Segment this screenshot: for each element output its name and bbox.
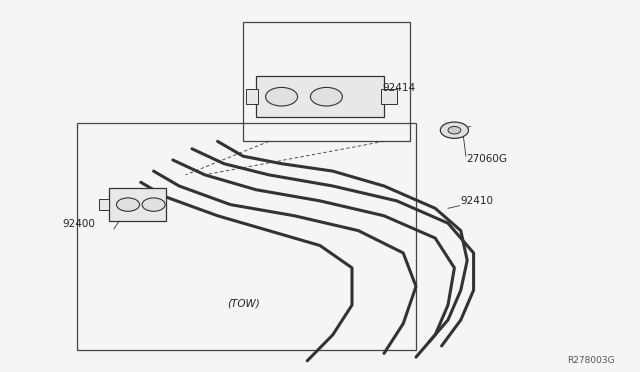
Text: 92400: 92400 bbox=[63, 219, 95, 229]
Bar bbox=[99, 199, 109, 210]
Text: 27060G: 27060G bbox=[466, 154, 507, 164]
Circle shape bbox=[266, 87, 298, 106]
Text: R278003G: R278003G bbox=[567, 356, 614, 365]
Bar bbox=[77, 123, 416, 350]
Text: (TOW): (TOW) bbox=[227, 299, 260, 309]
Circle shape bbox=[116, 198, 140, 211]
Bar bbox=[381, 89, 397, 104]
Circle shape bbox=[448, 126, 461, 134]
Text: 92414: 92414 bbox=[383, 83, 416, 93]
Text: 92410: 92410 bbox=[461, 196, 494, 206]
Circle shape bbox=[142, 198, 165, 211]
Circle shape bbox=[310, 87, 342, 106]
Bar bbox=[246, 89, 258, 104]
Circle shape bbox=[440, 122, 468, 138]
Bar bbox=[109, 188, 166, 221]
Bar bbox=[256, 76, 384, 117]
Bar bbox=[243, 22, 410, 141]
